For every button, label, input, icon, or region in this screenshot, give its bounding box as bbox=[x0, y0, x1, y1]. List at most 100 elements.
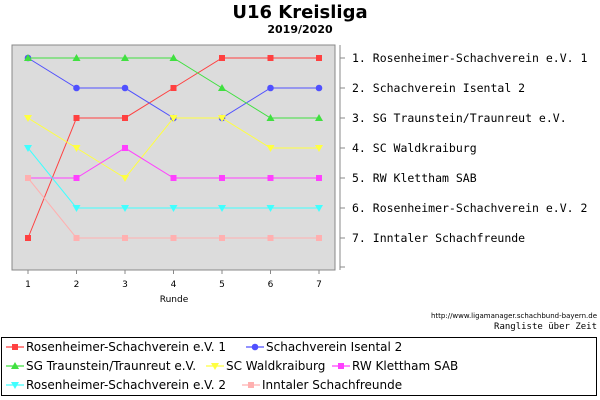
rank-label: 6. Rosenheimer-Schachverein e.V. 2 bbox=[352, 201, 587, 215]
series-5-point bbox=[73, 175, 80, 181]
series-3-point bbox=[315, 114, 323, 121]
series-7-point bbox=[170, 235, 177, 241]
series-5-point bbox=[316, 175, 322, 181]
series-1 bbox=[25, 55, 322, 241]
legend-label: Rosenheimer-Schachverein e.V. 2 bbox=[26, 378, 227, 392]
legend-swatch bbox=[332, 363, 350, 369]
rank-label: 2. Schachverein Isental 2 bbox=[352, 81, 525, 95]
x-tick-label: 7 bbox=[316, 280, 322, 290]
series-2-point bbox=[315, 84, 323, 92]
x-tick-label: 2 bbox=[74, 280, 80, 290]
x-tick-label: 1 bbox=[25, 280, 31, 290]
series-4-point bbox=[169, 115, 178, 122]
legend-swatch-marker bbox=[12, 344, 18, 350]
chart-title: U16 Kreisliga bbox=[232, 2, 368, 23]
legend-item: SG Traunstein/Traunreut e.V. bbox=[6, 359, 196, 373]
legend-label: SG Traunstein/Traunreut e.V. bbox=[26, 359, 197, 373]
series-3-point bbox=[218, 84, 226, 91]
series-3 bbox=[24, 54, 323, 121]
legend-label: Schachverein Isental 2 bbox=[266, 340, 403, 354]
series-1-point bbox=[219, 55, 225, 61]
series-4-point bbox=[266, 145, 275, 152]
legend: Rosenheimer-Schachverein e.V. 1 Schachver… bbox=[1, 337, 597, 396]
series-4 bbox=[24, 115, 323, 182]
legend-label: SC Waldkraiburg bbox=[226, 359, 326, 373]
series-7-point bbox=[122, 235, 128, 241]
series-7-point bbox=[219, 235, 225, 241]
series-1-point bbox=[25, 235, 31, 241]
chart-subtitle: 2019/2020 bbox=[267, 23, 333, 36]
series-4-point bbox=[315, 145, 323, 152]
series-6-point bbox=[72, 205, 81, 212]
x-tick-label: 6 bbox=[268, 280, 274, 290]
series-5-point bbox=[122, 145, 128, 151]
series-layer bbox=[24, 54, 323, 241]
series-5-point bbox=[170, 175, 177, 181]
legend-swatch bbox=[6, 344, 24, 350]
x-axis-ticks: 1 2 3 4 5 6 7 bbox=[25, 270, 322, 290]
series-7-point bbox=[316, 235, 322, 241]
series-7-point bbox=[267, 235, 274, 241]
legend-item: SC Waldkraiburg bbox=[206, 359, 325, 373]
series-1-point bbox=[170, 85, 177, 91]
legend-swatch-marker bbox=[11, 362, 19, 369]
legend-swatch-marker bbox=[338, 363, 344, 369]
series-3-point bbox=[169, 54, 178, 61]
series-1-point bbox=[73, 115, 80, 121]
series-6 bbox=[24, 145, 323, 212]
source-url: http://www.ligamanager.schachbund-bayern… bbox=[430, 312, 597, 320]
series-6-point bbox=[218, 205, 226, 212]
series-7-point bbox=[73, 235, 80, 241]
plot-area bbox=[11, 44, 336, 271]
legend-label: Rosenheimer-Schachverein e.V. 1 bbox=[26, 340, 227, 354]
series-2-point bbox=[267, 84, 274, 92]
series-2-point bbox=[121, 84, 129, 92]
legend-label: RW Klettham SAB bbox=[352, 359, 459, 373]
series-4-point bbox=[218, 115, 226, 122]
rank-label: 5. RW Klettham SAB bbox=[352, 171, 477, 185]
series-3-point bbox=[121, 54, 129, 61]
series-3-point bbox=[24, 54, 32, 61]
legend-item: Inntaler Schachfreunde bbox=[242, 378, 402, 392]
right-rank-labels: 1. Rosenheimer-Schachverein e.V. 1 2. Sch… bbox=[340, 51, 587, 268]
legend-swatch bbox=[242, 382, 260, 388]
legend-swatch-marker bbox=[248, 382, 254, 388]
legend-item: RW Klettham SAB bbox=[332, 359, 458, 373]
series-5-point bbox=[267, 175, 274, 181]
legend-swatch bbox=[6, 362, 24, 369]
rank-label: 7. Inntaler Schachfreunde bbox=[352, 231, 525, 245]
series-6-point bbox=[24, 145, 32, 152]
series-4-point bbox=[72, 145, 81, 152]
series-6-point bbox=[121, 205, 129, 212]
series-6-point bbox=[169, 205, 178, 212]
footer-caption: Rangliste über Zeit bbox=[494, 322, 597, 332]
series-1-point bbox=[267, 55, 274, 61]
legend-item: Rosenheimer-Schachverein e.V. 1 bbox=[6, 340, 226, 354]
x-tick-label: 3 bbox=[122, 280, 128, 290]
series-7 bbox=[25, 175, 322, 241]
legend-swatch-marker bbox=[11, 382, 19, 389]
series-1-point bbox=[122, 115, 128, 121]
legend-label: Inntaler Schachfreunde bbox=[262, 378, 403, 392]
rank-label: 4. SC Waldkraiburg bbox=[352, 141, 477, 155]
chart-svg: 1 2 3 4 5 6 7 1. Rosenheimer-Schachverein e.V.… bbox=[11, 44, 587, 305]
legend-swatch-marker bbox=[211, 363, 219, 370]
rank-label: 1. Rosenheimer-Schachverein e.V. 1 bbox=[352, 51, 587, 65]
series-4-point bbox=[24, 115, 32, 122]
series-4-point bbox=[121, 175, 129, 182]
legend-item: Rosenheimer-Schachverein e.V. 2 bbox=[6, 378, 226, 392]
legend-swatch-marker bbox=[251, 343, 259, 351]
x-axis-label: Runde bbox=[160, 295, 189, 305]
legend-item: Schachverein Isental 2 bbox=[246, 340, 402, 354]
series-5-point bbox=[219, 175, 225, 181]
series-7-point bbox=[25, 175, 31, 181]
legend-swatch bbox=[206, 363, 224, 370]
series-2-point bbox=[73, 84, 80, 92]
series-1-point bbox=[316, 55, 322, 61]
legend-swatch bbox=[6, 382, 24, 389]
rank-label: 3. SG Traunstein/Traunreut e.V. bbox=[352, 111, 567, 125]
series-6-point bbox=[266, 205, 275, 212]
series-6-point bbox=[315, 205, 323, 212]
x-tick-label: 4 bbox=[171, 280, 177, 290]
series-3-point bbox=[72, 54, 81, 61]
